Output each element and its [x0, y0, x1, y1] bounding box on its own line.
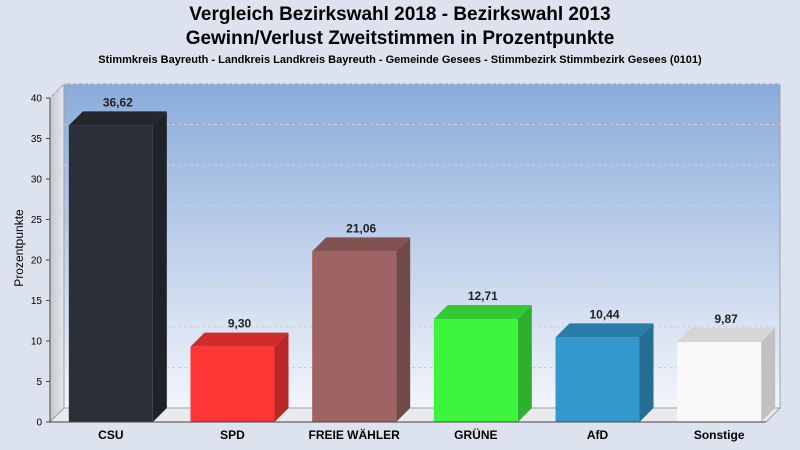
bar-side [274, 332, 289, 422]
bar-front [555, 337, 640, 422]
bar-side [761, 328, 776, 422]
bar-top [677, 328, 776, 343]
bar-top [68, 111, 167, 126]
x-axis: CSU SPD FREIE WÄHLER GRÜNE AfD Sonstige [50, 421, 766, 442]
left-wall [49, 82, 65, 424]
data-label: 9,30 [228, 317, 252, 331]
data-label: 12,71 [468, 289, 498, 303]
bar-top [190, 332, 289, 347]
bar-sonstige: 9,87 [677, 312, 776, 422]
x-tick-label: CSU [98, 428, 123, 442]
y-tick-label: 0 [36, 418, 42, 429]
bar-front [312, 251, 397, 422]
chart-subtitle: Gewinn/Verlust Zweitstimmen in Prozentpu… [185, 28, 615, 49]
chart-title: Vergleich Bezirkswahl 2018 - Bezirkswahl… [189, 4, 611, 25]
y-axis-label: Prozentpunkte [12, 209, 26, 287]
bar-front [190, 346, 275, 422]
bar-front [677, 342, 762, 422]
bar-csu: 36,62 [68, 95, 167, 423]
bar-top [312, 237, 411, 252]
x-tick-label: Sonstige [694, 428, 745, 442]
y-tick-label: 25 [31, 215, 43, 226]
bar-side [396, 237, 411, 422]
bar-side [639, 323, 654, 422]
data-label: 36,62 [103, 95, 133, 109]
y-tick-label: 35 [31, 134, 43, 145]
bars: 36,62 9,30 21,06 12,71 10,44 9,87 [68, 95, 776, 423]
bar-freie-wähler: 21,06 [312, 221, 411, 422]
data-label: 10,44 [589, 307, 619, 321]
bar-front [433, 319, 518, 422]
y-axis: 0 5 10 15 20 25 30 35 40 [31, 94, 51, 429]
y-tick-label: 40 [31, 94, 43, 105]
chart-region-caption: Stimmkreis Bayreuth - Landkreis Landkrei… [98, 54, 702, 66]
bar-side [517, 305, 532, 422]
y-tick-label: 30 [31, 175, 43, 186]
bar-top [555, 323, 654, 338]
data-label: 21,06 [346, 221, 376, 235]
x-tick-label: GRÜNE [454, 427, 497, 442]
bar-grüne: 12,71 [433, 289, 532, 422]
data-label: 9,87 [714, 312, 738, 326]
bar-top [433, 305, 532, 320]
x-tick-label: AfD [587, 428, 609, 442]
y-tick-label: 15 [31, 296, 43, 307]
bar-spd: 9,30 [190, 317, 289, 422]
x-tick-label: FREIE WÄHLER [308, 427, 400, 442]
y-tick-label: 20 [31, 256, 43, 267]
bar-front [68, 125, 153, 423]
y-tick-label: 5 [36, 377, 42, 388]
bar-side [152, 111, 167, 423]
x-tick-label: SPD [220, 428, 245, 442]
bar-afd: 10,44 [555, 307, 654, 422]
y-tick-label: 10 [31, 337, 43, 348]
